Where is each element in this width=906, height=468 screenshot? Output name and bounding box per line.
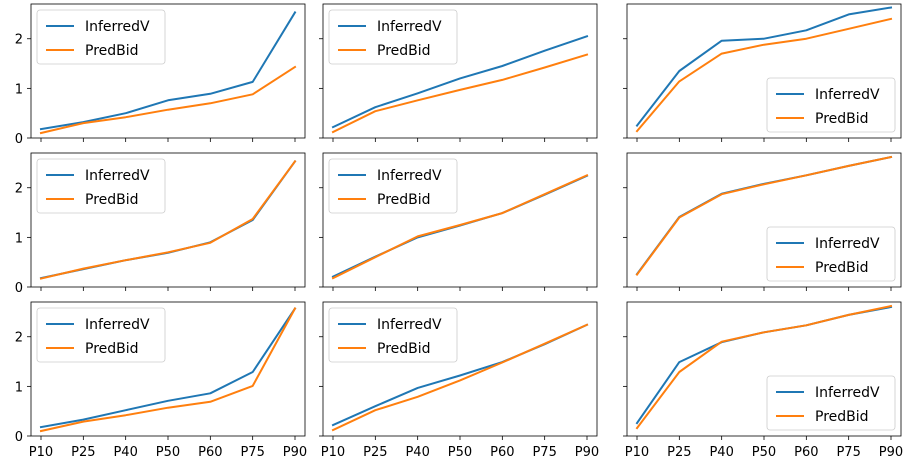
series-line-inferredv [635,6,893,128]
x-tick-label: P50 [752,445,776,460]
y-tick-label: 0 [15,281,23,296]
y-tick-label: 1 [15,231,23,246]
series-line-predbid [331,53,589,134]
legend-label: InferredV [815,87,880,103]
series-line-predbid [39,307,297,433]
legend-label: InferredV [85,317,150,333]
series-line-predbid [635,304,893,430]
series-line-predbid [635,155,893,276]
subplot-r1-c2: InferredV PredBid [319,3,598,142]
x-tick-label: P40 [709,445,733,460]
x-tick-label: P90 [879,445,903,460]
legend-label: InferredV [377,19,442,35]
x-tick-label: P90 [283,445,307,460]
y-tick-label: 0 [15,430,23,445]
x-tick-label: P10 [321,445,345,460]
x-tick-label: P50 [156,445,180,460]
x-tick-label: P90 [575,445,599,460]
legend-label: PredBid [815,409,869,425]
legend-label: PredBid [377,192,431,208]
legend: InferredV PredBid [766,375,896,431]
y-tick-label: 2 [15,331,23,346]
legend: InferredV PredBid [328,307,458,363]
x-tick-label: P25 [667,445,691,460]
subplot-r3-c1: 0 1 2 P10 P25 P40 P50 P60 P75 P90 InferredV PredBid [15,301,307,460]
series-line-predbid [39,160,297,280]
legend-label: InferredV [815,236,880,252]
x-tick-label: P60 [198,445,222,460]
legend-label: PredBid [377,341,431,357]
x-tick-label: P75 [240,445,264,460]
legend-label: PredBid [377,43,431,59]
x-tick-label: P60 [794,445,818,460]
legend-label: PredBid [85,43,139,59]
legend: InferredV PredBid [328,158,458,214]
series-line-predbid [635,17,893,133]
subplot-r1-c3: InferredV PredBid [623,3,902,142]
legend-label: InferredV [85,168,150,184]
x-tick-label: P10 [625,445,649,460]
series-line-inferredv [39,307,297,429]
x-tick-label: P40 [113,445,137,460]
legend-label: InferredV [815,385,880,401]
y-tick-label: 0 [15,132,23,147]
legend-label: InferredV [85,19,150,35]
x-tick-label: P60 [490,445,514,460]
series-line-inferredv [331,35,589,129]
x-tick-label: P75 [836,445,860,460]
subplot-r3-c2: P10 P25 P40 P50 P60 P75 P90 InferredV PredBid [319,301,599,460]
legend: InferredV PredBid [328,9,458,65]
legend-label: PredBid [815,111,869,127]
legend: InferredV PredBid [36,307,166,363]
legend: InferredV PredBid [36,9,166,65]
series-line-predbid [39,65,297,135]
x-tick-label: P75 [532,445,556,460]
x-tick-label: P50 [448,445,472,460]
subplot-r3-c3: P10 P25 P40 P50 P60 P75 P90 InferredV PredBid [623,301,903,460]
legend-label: PredBid [815,260,869,276]
legend-label: InferredV [377,168,442,184]
x-tick-label: P40 [405,445,429,460]
x-tick-label: P10 [29,445,53,460]
subplot-r2-c3: InferredV PredBid [623,152,902,291]
series-line-predbid [331,323,589,432]
series-line-predbid [331,173,589,280]
legend: InferredV PredBid [766,77,896,133]
subplot-r2-c2: InferredV PredBid [319,152,598,291]
y-tick-label: 1 [15,82,23,97]
y-tick-label: 2 [15,182,23,197]
legend-label: PredBid [85,192,139,208]
legend: InferredV PredBid [766,226,896,282]
subplot-r1-c1: 0 1 2 InferredV PredBid [15,3,306,147]
legend-label: PredBid [85,341,139,357]
legend: InferredV PredBid [36,158,166,214]
x-tick-label: P25 [363,445,387,460]
y-tick-label: 2 [15,33,23,48]
subplot-r2-c1: 0 1 2 InferredV PredBid [15,152,306,296]
legend-label: InferredV [377,317,442,333]
x-tick-label: P25 [71,445,95,460]
y-tick-label: 1 [15,380,23,395]
